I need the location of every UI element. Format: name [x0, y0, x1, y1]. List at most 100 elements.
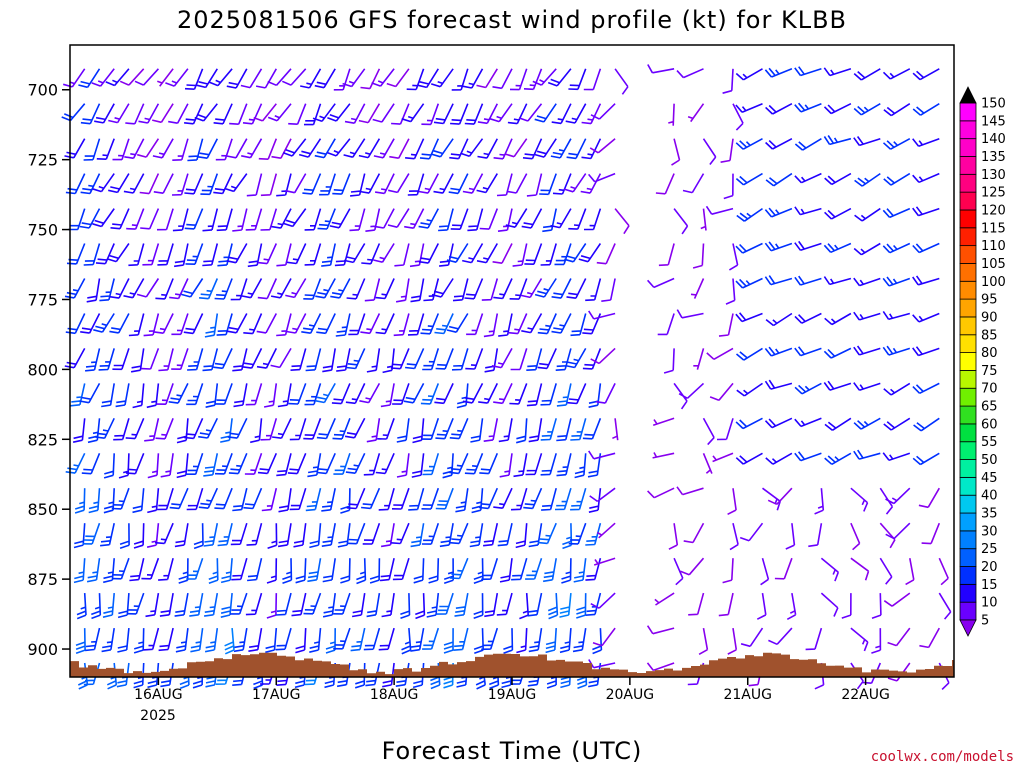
- wind-barb: [366, 418, 381, 443]
- wind-barb: [142, 243, 160, 266]
- wind-barb: [285, 278, 307, 299]
- wind-barb: [391, 103, 410, 125]
- wind-barb: [361, 487, 381, 510]
- wind-barb: [702, 452, 713, 474]
- wind-barb: [496, 592, 513, 616]
- wind-barb: [764, 67, 793, 78]
- wind-barb: [433, 173, 454, 194]
- wind-barb: [74, 488, 86, 514]
- wind-barb: [551, 313, 572, 334]
- wind-barb: [260, 418, 278, 441]
- wind-barb: [276, 173, 292, 197]
- wind-barb: [248, 627, 263, 652]
- x-tick-label: 20AUG: [606, 687, 655, 703]
- wind-barb: [698, 627, 709, 655]
- wind-barb: [574, 453, 587, 479]
- wind-barb: [453, 627, 469, 651]
- wind-barb: [358, 138, 381, 159]
- wind-barb: [431, 278, 454, 298]
- wind-barb: [358, 103, 381, 124]
- wind-barb: [233, 627, 248, 653]
- wind-barb: [764, 379, 793, 390]
- wind-barb: [146, 383, 160, 409]
- wind-barb: [491, 348, 513, 369]
- wind-barb: [186, 383, 204, 406]
- wind-barb: [316, 417, 336, 440]
- wind-barb: [735, 242, 763, 254]
- wind-barb: [333, 627, 351, 650]
- wind-barb: [470, 418, 484, 443]
- wind-barb: [128, 313, 145, 337]
- wind-barb: [466, 313, 484, 336]
- wind-barb: [96, 138, 115, 160]
- wind-barb: [65, 452, 86, 474]
- wind-barb: [706, 347, 734, 360]
- wind-barb: [523, 487, 543, 510]
- y-tick-label: 875: [27, 570, 58, 589]
- wind-barb: [503, 628, 514, 654]
- wind-barb: [360, 313, 381, 335]
- wind-barb: [582, 348, 602, 370]
- wind-barb: [171, 313, 189, 336]
- wind-barb: [484, 348, 499, 373]
- wind-barb: [298, 138, 322, 158]
- wind-barb: [282, 558, 293, 585]
- wind-barb: [534, 138, 557, 158]
- wind-barb: [716, 418, 734, 441]
- wind-barb: [912, 452, 940, 466]
- wind-barb: [359, 173, 381, 194]
- wind-barb: [451, 348, 469, 371]
- wind-barb: [302, 173, 322, 195]
- wind-barb: [405, 348, 425, 370]
- wind-barb: [853, 68, 881, 81]
- wind-barb: [655, 173, 675, 195]
- wind-barb: [266, 593, 278, 619]
- wind-barb: [421, 418, 440, 440]
- wind-barb: [462, 383, 484, 404]
- wind-barb: [93, 313, 115, 333]
- wind-barb: [702, 138, 717, 165]
- colorbar-label: 20: [981, 560, 998, 575]
- wind-barb: [168, 383, 189, 404]
- wind-barb: [882, 345, 911, 356]
- wind-barb: [735, 102, 763, 113]
- wind-barb: [728, 243, 739, 271]
- wind-barb: [563, 173, 587, 193]
- wind-barb: [187, 348, 204, 371]
- wind-barb: [229, 103, 248, 125]
- wind-barb: [879, 487, 894, 515]
- wind-barb: [346, 278, 366, 300]
- wind-barb: [304, 103, 322, 126]
- y-tick-label: 775: [27, 290, 58, 309]
- colorbar-lower-triangle: [959, 619, 977, 637]
- wind-barb: [765, 102, 793, 115]
- wind-barb: [853, 103, 881, 116]
- wind-barb: [154, 522, 174, 545]
- wind-barb: [390, 348, 410, 370]
- wind-barb: [152, 138, 174, 159]
- wind-barb: [143, 313, 160, 337]
- wind-barb: [736, 207, 763, 222]
- colorbar-label: 5: [981, 614, 989, 629]
- wind-barb: [521, 208, 543, 229]
- wind-barb: [73, 558, 86, 584]
- wind-barb: [578, 243, 602, 263]
- wind-barb: [377, 418, 395, 440]
- wind-barb: [539, 173, 557, 196]
- wind-barb: [64, 138, 86, 159]
- wind-barb: [469, 523, 484, 548]
- wind-barb: [765, 312, 793, 327]
- wind-barb: [882, 242, 911, 254]
- x-axis-label: Forecast Time (UTC): [382, 737, 643, 765]
- colorbar-label: 60: [981, 417, 998, 432]
- wind-barb: [217, 523, 233, 547]
- wind-barb: [850, 627, 869, 652]
- wind-barb: [764, 241, 793, 252]
- wind-barb: [443, 628, 454, 654]
- wind-barb: [266, 558, 278, 584]
- wind-barb: [110, 208, 130, 230]
- x-tick-label: 19AUG: [488, 687, 537, 703]
- wind-barb: [493, 138, 513, 160]
- wind-barb: [540, 383, 557, 406]
- wind-barb: [912, 206, 940, 217]
